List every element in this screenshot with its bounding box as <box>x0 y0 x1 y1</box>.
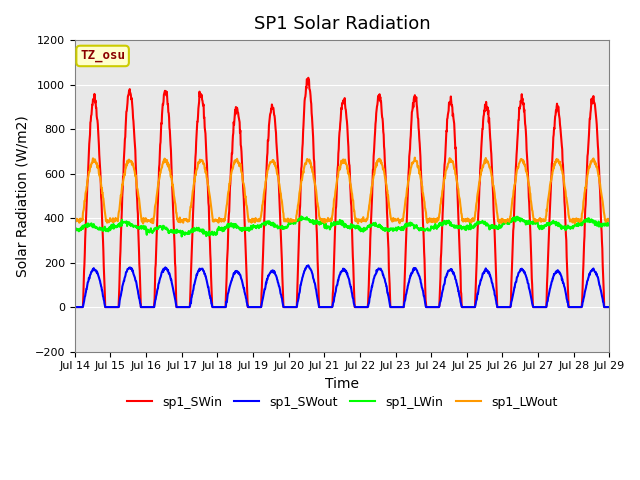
sp1_LWin <box>250 224 257 229</box>
sp1_LWout <box>190 181 198 187</box>
sp1_LWout <box>495 220 503 226</box>
sp1_SWout <box>71 304 79 310</box>
sp1_SWin <box>495 304 502 310</box>
sp1_SWout <box>542 304 550 310</box>
sp1_LWin <box>298 214 305 219</box>
sp1_SWin <box>425 304 433 310</box>
Line: sp1_LWout: sp1_LWout <box>75 157 609 224</box>
sp1_SWout <box>425 304 433 310</box>
sp1_LWout <box>426 217 433 223</box>
Line: sp1_SWin: sp1_SWin <box>75 78 609 307</box>
sp1_LWout <box>177 216 185 222</box>
sp1_LWout <box>411 155 419 160</box>
Legend: sp1_SWin, sp1_SWout, sp1_LWin, sp1_LWout: sp1_SWin, sp1_SWout, sp1_LWin, sp1_LWout <box>122 391 562 414</box>
Text: TZ_osu: TZ_osu <box>80 49 125 62</box>
sp1_SWout <box>189 286 197 291</box>
Title: SP1 Solar Radiation: SP1 Solar Radiation <box>254 15 430 33</box>
X-axis label: Time: Time <box>325 377 359 391</box>
Line: sp1_LWin: sp1_LWin <box>75 216 609 237</box>
sp1_SWin <box>305 75 312 81</box>
sp1_LWin <box>543 223 550 229</box>
sp1_LWin <box>605 221 613 227</box>
sp1_SWin <box>605 304 613 310</box>
sp1_SWin <box>189 201 197 207</box>
sp1_SWin <box>542 304 550 310</box>
sp1_LWin <box>495 222 503 228</box>
sp1_LWout <box>250 216 257 222</box>
sp1_LWin <box>178 234 186 240</box>
sp1_SWout <box>605 304 613 310</box>
sp1_LWin <box>190 225 198 231</box>
sp1_LWout <box>605 217 613 223</box>
sp1_SWin <box>71 304 79 310</box>
Line: sp1_SWout: sp1_SWout <box>75 265 609 307</box>
sp1_SWout <box>495 304 502 310</box>
sp1_SWin <box>250 304 257 310</box>
sp1_LWout <box>140 221 147 227</box>
sp1_SWin <box>177 304 184 310</box>
sp1_SWout <box>305 263 312 268</box>
sp1_LWin <box>177 229 184 235</box>
Y-axis label: Solar Radiation (W/m2): Solar Radiation (W/m2) <box>15 115 29 276</box>
sp1_LWin <box>71 226 79 231</box>
sp1_LWin <box>426 227 433 232</box>
sp1_LWout <box>71 217 79 223</box>
sp1_LWout <box>543 213 550 218</box>
sp1_SWout <box>250 304 257 310</box>
sp1_SWout <box>177 304 184 310</box>
